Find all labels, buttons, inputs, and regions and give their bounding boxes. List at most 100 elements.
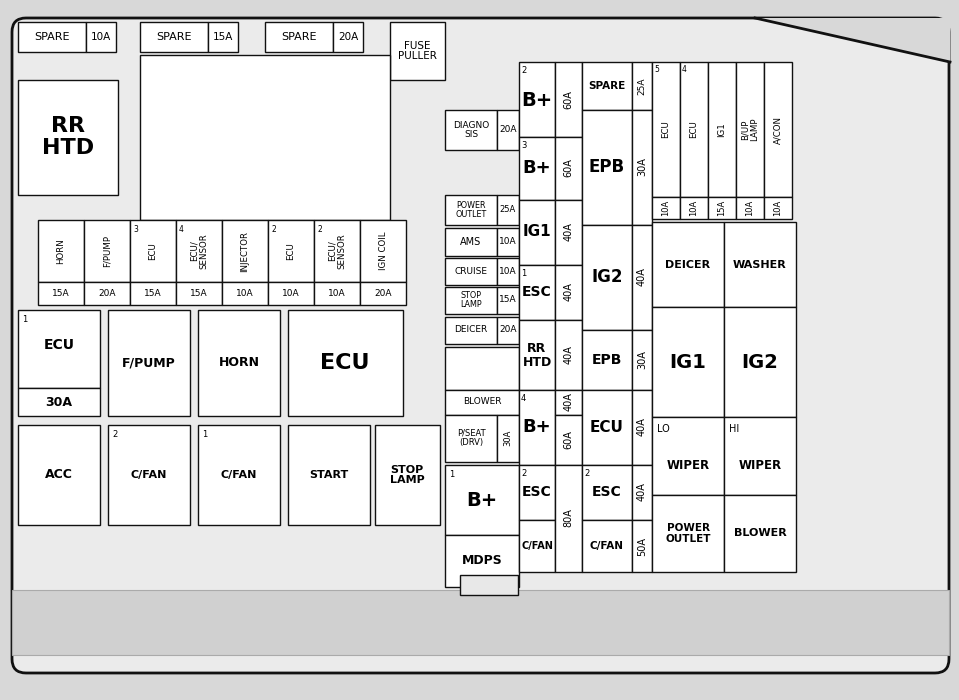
- Bar: [208, 22, 238, 52]
- Text: 15A: 15A: [500, 295, 517, 304]
- Text: 15A: 15A: [717, 200, 727, 216]
- Text: 1: 1: [449, 470, 455, 479]
- Bar: [555, 137, 582, 200]
- Bar: [18, 22, 86, 52]
- Text: 1: 1: [202, 430, 207, 439]
- Text: 20A: 20A: [338, 32, 358, 42]
- Text: SPARE: SPARE: [156, 32, 192, 42]
- Text: POWER
OUTLET: POWER OUTLET: [456, 201, 486, 219]
- Bar: [555, 415, 582, 465]
- Bar: [632, 465, 652, 520]
- Bar: [288, 425, 370, 525]
- Text: IG2: IG2: [741, 353, 779, 372]
- Text: 25A: 25A: [500, 206, 516, 214]
- Text: ECU: ECU: [690, 120, 698, 139]
- Bar: [555, 465, 582, 572]
- Text: POWER
OUTLET: POWER OUTLET: [666, 523, 711, 544]
- Bar: [724, 222, 796, 307]
- Text: 30A: 30A: [45, 395, 73, 409]
- Bar: [84, 282, 130, 305]
- Bar: [632, 330, 652, 390]
- Bar: [736, 197, 764, 219]
- Bar: [130, 282, 176, 305]
- Text: SPARE: SPARE: [35, 32, 70, 42]
- Bar: [708, 62, 736, 197]
- Bar: [12, 590, 949, 655]
- Polygon shape: [755, 18, 950, 62]
- Text: 60A: 60A: [564, 159, 573, 177]
- Text: HI: HI: [729, 424, 739, 434]
- Bar: [497, 415, 519, 462]
- Text: 30A: 30A: [637, 351, 647, 370]
- Text: A/CON: A/CON: [774, 116, 783, 144]
- Text: 1: 1: [22, 315, 27, 324]
- Text: 40A: 40A: [564, 223, 573, 241]
- Text: IGN COIL: IGN COIL: [379, 232, 387, 270]
- Bar: [38, 220, 84, 282]
- Bar: [632, 62, 652, 110]
- Text: ECU: ECU: [590, 419, 624, 435]
- Text: 40A: 40A: [564, 283, 573, 302]
- Text: ECU/
SENSOR: ECU/ SENSOR: [190, 233, 208, 269]
- Text: 40A: 40A: [637, 267, 647, 286]
- Text: 40A: 40A: [637, 482, 647, 501]
- Text: ECU: ECU: [320, 353, 370, 373]
- Text: B+: B+: [523, 418, 551, 436]
- Text: ECU: ECU: [43, 338, 75, 352]
- Bar: [736, 62, 764, 197]
- Bar: [497, 258, 519, 285]
- Text: DEICER: DEICER: [455, 326, 487, 335]
- Bar: [497, 195, 519, 225]
- Text: RR
HTD: RR HTD: [523, 342, 551, 368]
- Text: FUSE
PULLER: FUSE PULLER: [398, 41, 436, 62]
- Bar: [652, 197, 680, 219]
- Bar: [445, 258, 497, 285]
- Text: B+: B+: [523, 159, 551, 177]
- Bar: [724, 417, 796, 495]
- Bar: [314, 220, 360, 282]
- Bar: [314, 282, 360, 305]
- Text: EPB: EPB: [589, 158, 625, 176]
- Text: WASHER: WASHER: [733, 260, 787, 270]
- Bar: [445, 228, 497, 256]
- Bar: [18, 388, 100, 416]
- Bar: [555, 320, 582, 390]
- Text: START: START: [310, 470, 349, 480]
- FancyBboxPatch shape: [12, 18, 949, 673]
- Bar: [519, 320, 555, 390]
- Bar: [555, 390, 582, 415]
- Text: C/FAN: C/FAN: [590, 541, 624, 551]
- Text: 10A: 10A: [328, 289, 346, 298]
- Bar: [680, 62, 708, 197]
- Bar: [519, 520, 555, 572]
- Bar: [724, 495, 796, 572]
- Bar: [445, 390, 519, 415]
- Text: 60A: 60A: [564, 430, 573, 449]
- Bar: [445, 465, 519, 535]
- Text: 30A: 30A: [503, 430, 512, 446]
- Bar: [519, 390, 555, 465]
- Text: BLOWER: BLOWER: [734, 528, 786, 538]
- Text: 40A: 40A: [637, 418, 647, 436]
- Text: 25A: 25A: [638, 77, 646, 94]
- Text: MDPS: MDPS: [461, 554, 503, 568]
- Text: 3: 3: [521, 141, 526, 150]
- Text: EPB: EPB: [592, 353, 622, 367]
- Text: 10A: 10A: [236, 289, 254, 298]
- Text: 10A: 10A: [745, 200, 755, 216]
- Text: 2: 2: [271, 225, 276, 234]
- Text: 5: 5: [654, 65, 659, 74]
- Bar: [222, 220, 268, 282]
- Text: 20A: 20A: [500, 125, 517, 134]
- Text: 4: 4: [682, 65, 687, 74]
- Bar: [333, 22, 363, 52]
- Bar: [555, 200, 582, 265]
- Text: 30A: 30A: [637, 158, 647, 176]
- Bar: [582, 110, 632, 225]
- Bar: [198, 310, 280, 416]
- Text: 15A: 15A: [213, 32, 233, 42]
- Bar: [360, 220, 406, 282]
- Text: C/FAN: C/FAN: [221, 470, 257, 480]
- Bar: [632, 390, 652, 465]
- Text: SPARE: SPARE: [589, 81, 625, 91]
